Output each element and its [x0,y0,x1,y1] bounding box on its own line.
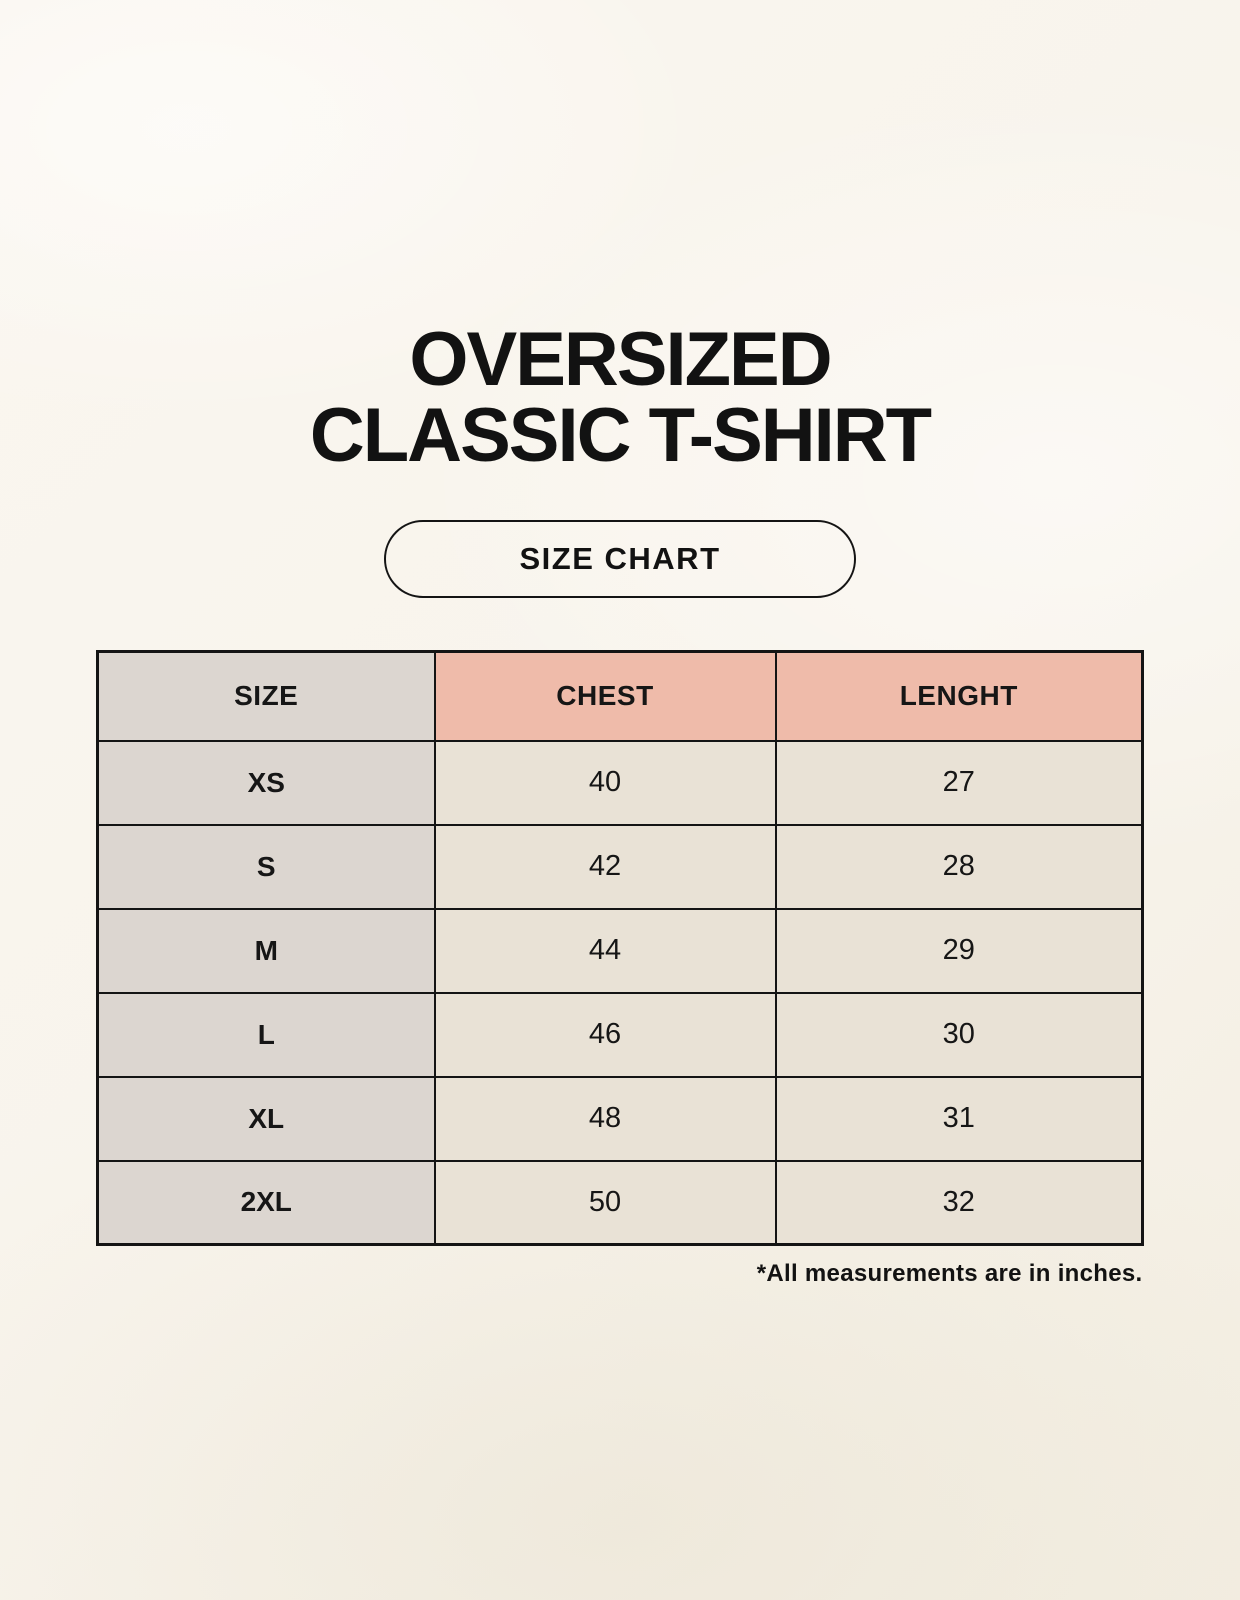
size-label: XS [96,739,436,826]
chest-value: 48 [433,1075,777,1162]
size-table-body: XS 40 27 S 42 28 M 44 29 L 46 30 XL 48 [96,739,1144,1246]
size-label: L [96,991,436,1078]
size-table-header: SIZE CHEST LENGHT [96,650,1144,742]
chest-value: 42 [433,823,777,910]
chest-value: 50 [433,1159,777,1246]
table-row-s: S 42 28 [96,823,1144,910]
size-table: SIZE CHEST LENGHT XS 40 27 S 42 28 M 44 … [96,650,1144,1246]
size-label: 2XL [96,1159,436,1246]
column-header-length: LENGHT [774,650,1144,742]
size-chart-badge: SIZE CHART [384,520,856,598]
column-header-size: SIZE [96,650,436,742]
measurements-footnote: *All measurements are in inches. [756,1260,1143,1287]
table-row-2xl: 2XL 50 32 [96,1159,1144,1246]
header-row: SIZE CHEST LENGHT [96,650,1144,742]
page-title: OVERSIZED CLASSIC T-SHIRT [0,0,1240,474]
chest-value: 46 [433,991,777,1078]
chest-value: 44 [433,907,777,994]
table-row-xs: XS 40 27 [96,739,1144,826]
column-header-chest: CHEST [433,650,777,742]
size-label: S [96,823,436,910]
length-value: 28 [774,823,1144,910]
length-value: 30 [774,991,1144,1078]
table-row-xl: XL 48 31 [96,1075,1144,1162]
table-row-m: M 44 29 [96,907,1144,994]
length-value: 32 [774,1159,1144,1246]
table-row-l: L 46 30 [96,991,1144,1078]
length-value: 31 [774,1075,1144,1162]
page-title-line2: CLASSIC T-SHIRT [309,393,932,478]
length-value: 27 [774,739,1144,826]
length-value: 29 [774,907,1144,994]
size-label: XL [96,1075,436,1162]
page-title-line1: OVERSIZED [409,317,832,402]
chest-value: 40 [433,739,777,826]
size-label: M [96,907,436,994]
size-chart-badge-label: SIZE CHART [519,541,721,576]
